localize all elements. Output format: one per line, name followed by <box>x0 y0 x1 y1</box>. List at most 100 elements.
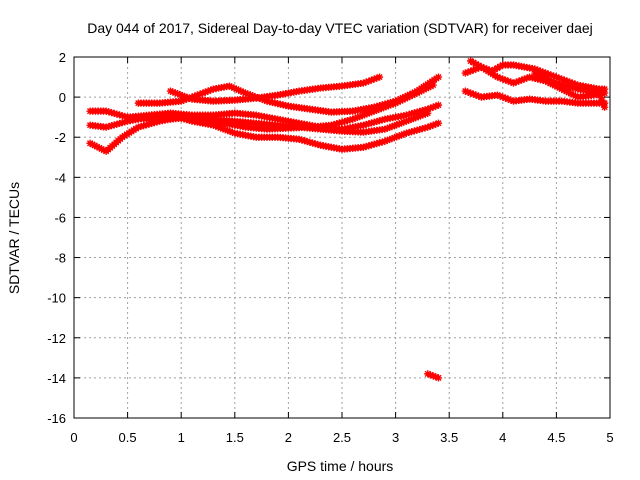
data-point-fill <box>566 83 574 91</box>
data-point-fill <box>593 84 601 93</box>
data-point-fill <box>107 109 116 117</box>
y-axis-label: SDTVAR / TECUs <box>6 182 22 294</box>
data-point-fill <box>496 62 504 71</box>
data-point-fill <box>410 127 418 135</box>
x-tick-label: 3.5 <box>440 430 458 445</box>
data-point-fill <box>357 79 365 88</box>
axis-ticks <box>73 56 611 419</box>
data-point <box>434 119 443 127</box>
data-point-fill <box>300 137 309 145</box>
x-tick-label: 0 <box>70 430 77 445</box>
data-point <box>461 69 469 77</box>
data-point-fill <box>110 121 118 129</box>
data-point-fill <box>230 84 238 92</box>
data-point-fill <box>375 139 384 147</box>
data-point <box>424 109 432 117</box>
data-point <box>461 87 469 95</box>
data-point-fill <box>501 94 510 102</box>
data-point-fill <box>185 94 193 102</box>
data-point-fill <box>207 86 215 94</box>
data-point-fill <box>235 86 243 94</box>
data-point-fill <box>565 88 573 97</box>
data-point-fill <box>381 100 389 108</box>
data-point-fill <box>523 95 531 104</box>
data-point-fill <box>370 118 378 126</box>
data-point-fill <box>249 92 257 100</box>
data-point-fill <box>228 128 237 136</box>
data-point <box>402 117 410 125</box>
data-point-fill <box>226 127 234 136</box>
data-point-fill <box>408 91 416 99</box>
data-point-fill <box>545 76 553 84</box>
data-point <box>370 107 378 115</box>
data-point-fill <box>571 92 580 100</box>
data-point-fill <box>137 122 145 131</box>
data-point-fill <box>383 136 391 144</box>
data-point-fill <box>228 117 236 125</box>
data-point-fill <box>121 118 129 126</box>
data-point <box>558 85 566 93</box>
data-point-fill <box>408 128 416 136</box>
data-point-fill <box>539 97 547 105</box>
data-point-fill <box>548 77 556 85</box>
data-point-fill <box>375 105 383 113</box>
data-point <box>552 73 560 81</box>
data-point-fill <box>116 135 124 143</box>
data-point-fill <box>517 62 526 71</box>
x-tick-label: 2 <box>285 430 292 445</box>
data-point-fill <box>569 91 577 99</box>
data-point-fill <box>421 110 429 118</box>
data-point-fill <box>164 115 172 123</box>
series-sat-f <box>124 109 432 136</box>
data-point-fill <box>308 139 317 147</box>
data-point-fill <box>204 87 212 95</box>
data-point-fill <box>421 106 429 114</box>
data-point-fill <box>411 90 419 98</box>
data-point-fill <box>271 133 279 141</box>
data-point-fill <box>107 122 116 130</box>
data-point-fill <box>427 82 435 90</box>
data-point-fill <box>372 106 381 114</box>
data-point-fill <box>367 76 376 84</box>
x-tick-labels: 0 0.5 1 1.5 2 2.5 3 3.5 4 4.5 5 <box>70 430 613 445</box>
data-point-fill <box>244 90 252 98</box>
data-point-fill <box>405 128 413 137</box>
data-point <box>434 374 443 382</box>
data-point-fill <box>472 65 480 73</box>
data-point-fill <box>140 122 148 130</box>
data-point-fill <box>414 113 422 121</box>
data-point-fill <box>153 99 161 107</box>
data-point-fill <box>271 91 279 100</box>
series-sat-a <box>166 73 384 105</box>
data-point <box>563 77 571 85</box>
data-point-fill <box>228 83 236 91</box>
data-point-fill <box>216 124 225 132</box>
data-point-fill <box>571 84 579 92</box>
data-point-fill <box>383 99 392 107</box>
data-point-fill <box>587 91 595 100</box>
data-point-fill <box>560 81 569 89</box>
data-point-fill <box>416 125 424 134</box>
data-point-fill <box>357 128 365 136</box>
data-point-fill <box>405 110 413 119</box>
data-point-fill <box>400 130 408 138</box>
data-point-fill <box>390 134 399 142</box>
data-point-fill <box>239 88 247 96</box>
data-point-fill <box>403 93 412 102</box>
data-point-fill <box>499 93 507 101</box>
data-point-fill <box>171 89 179 97</box>
data-point-fill <box>292 119 301 127</box>
data-point-fill <box>271 115 279 123</box>
data-point-fill <box>224 126 232 135</box>
data-point-fill <box>343 117 351 125</box>
data-point-fill <box>598 96 606 104</box>
y-tick-label: -16 <box>47 411 66 426</box>
data-point-fill <box>207 97 215 105</box>
data-point-fill <box>393 121 401 129</box>
data-point-fill <box>568 79 577 87</box>
data-point-fill <box>475 92 483 100</box>
data-point-fill <box>260 96 269 104</box>
data-point-fill <box>185 113 193 122</box>
data-point-fill <box>370 140 378 148</box>
data-point-fill <box>512 78 520 86</box>
